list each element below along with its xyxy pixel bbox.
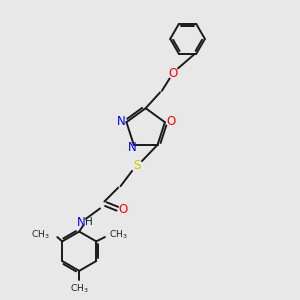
Text: CH$_3$: CH$_3$: [109, 229, 128, 241]
Text: O: O: [166, 115, 175, 128]
Text: O: O: [118, 203, 128, 216]
Text: H: H: [85, 217, 93, 227]
Text: CH$_3$: CH$_3$: [31, 229, 49, 241]
Text: CH$_3$: CH$_3$: [70, 283, 88, 296]
Text: N: N: [117, 115, 126, 128]
Text: N: N: [128, 141, 137, 154]
Text: S: S: [133, 160, 141, 172]
Text: O: O: [169, 67, 178, 80]
Text: N: N: [77, 216, 85, 229]
